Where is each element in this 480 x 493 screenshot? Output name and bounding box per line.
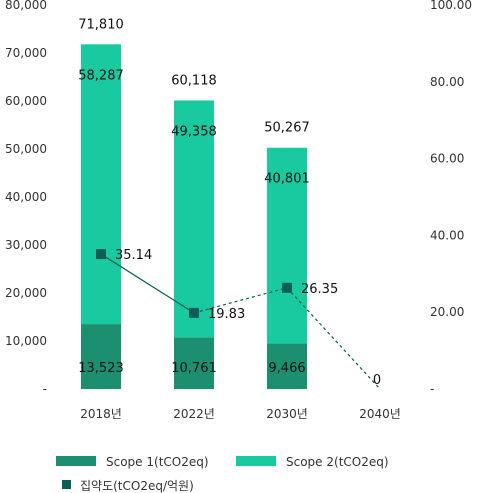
- total-label: 50,267: [264, 121, 310, 136]
- left-tick-label: 30,000: [5, 238, 47, 252]
- left-tick-label: 60,000: [5, 94, 47, 108]
- intensity-line: [96, 249, 381, 390]
- bar-scope1: [81, 324, 121, 389]
- scope1-label: 9,466: [268, 361, 305, 376]
- right-tick-label: 60.00: [430, 152, 464, 166]
- right-tick-label: -: [430, 382, 434, 396]
- right-tick-label: 20.00: [430, 305, 464, 319]
- total-label: 60,118: [171, 73, 217, 88]
- left-tick-label: 50,000: [5, 142, 47, 156]
- intensity-label: 26.35: [301, 282, 338, 297]
- x-axis-ticks: 2018년 2022년 2030년 2040년: [80, 407, 401, 421]
- intensity-label: 35.14: [115, 248, 152, 263]
- intensity-line-segment: [286, 287, 381, 390]
- intensity-marker: [96, 249, 106, 260]
- bar-scope2: [174, 100, 214, 338]
- scope1-label: 13,523: [78, 361, 124, 376]
- legend: Scope 1(tCO2eq) Scope 2(tCO2eq) 집약도(tCO2eq…: [56, 455, 389, 493]
- left-axis-ticks: - 10,000 20,000 30,000 40,000 50,000 60,000 70,…: [5, 0, 47, 396]
- left-tick-label: -: [43, 382, 47, 396]
- intensity-line-segment: [193, 287, 288, 314]
- legend-swatch-scope1: [56, 456, 96, 466]
- left-tick-label: 10,000: [5, 334, 47, 348]
- left-tick-label: 20,000: [5, 286, 47, 300]
- intensity-marker: [189, 307, 199, 318]
- right-axis-ticks: - 20.00 40.00 60.00 80.00 100.00: [430, 0, 472, 396]
- right-tick-label: 100.00: [430, 0, 472, 12]
- bar-scope2: [267, 147, 307, 344]
- right-tick-label: 80.00: [430, 75, 464, 89]
- right-tick-label: 40.00: [430, 228, 464, 242]
- bars: [81, 44, 307, 389]
- left-tick-label: 70,000: [5, 46, 47, 60]
- intensity-marker: [282, 282, 292, 293]
- intensity-label: 0: [373, 373, 381, 388]
- bar-scope1: [174, 337, 214, 389]
- data-labels: 71,810 58,287 13,523 60,118 49,358 10,761 50,2…: [78, 17, 381, 388]
- left-tick-label: 80,000: [5, 0, 47, 12]
- x-tick-label: 2030년: [266, 407, 308, 421]
- legend-label-intensity: 집약도(tCO2eq/억원): [80, 478, 194, 493]
- legend-label-scope1: Scope 1(tCO2eq): [106, 455, 209, 469]
- intensity-line-segment: [100, 253, 195, 314]
- total-label: 71,810: [78, 17, 124, 32]
- bar-scope2: [81, 44, 121, 325]
- x-tick-label: 2022년: [173, 407, 215, 421]
- legend-swatch-intensity: [62, 480, 71, 489]
- scope2-label: 40,801: [264, 172, 310, 187]
- scope2-label: 49,358: [171, 124, 217, 139]
- legend-swatch-scope2: [236, 456, 276, 466]
- legend-label-scope2: Scope 2(tCO2eq): [286, 455, 389, 469]
- x-tick-label: 2040년: [359, 407, 401, 421]
- scope1-label: 10,761: [171, 361, 217, 376]
- scope2-label: 58,287: [78, 68, 124, 83]
- left-tick-label: 40,000: [5, 190, 47, 204]
- x-tick-label: 2018년: [80, 407, 122, 421]
- intensity-label: 19.83: [208, 307, 245, 322]
- bar-scope1: [267, 343, 307, 389]
